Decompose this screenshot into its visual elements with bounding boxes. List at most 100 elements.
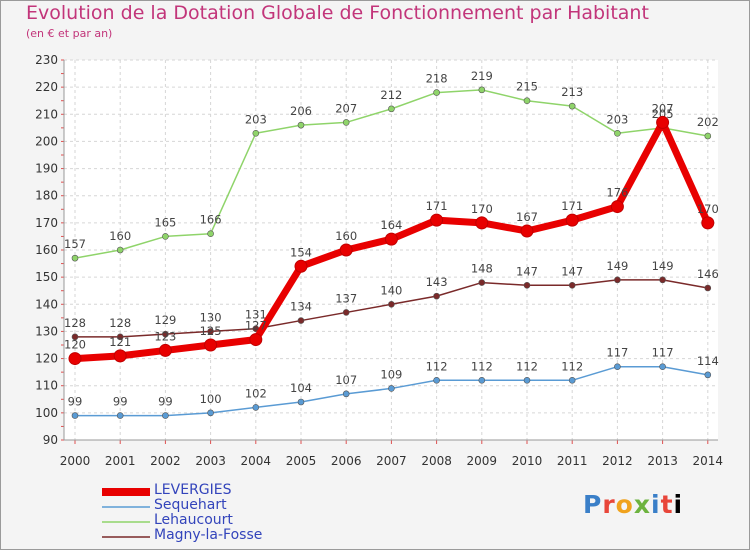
data-label: 157 [64,237,86,251]
y-tick-label: 130 [35,324,58,338]
data-point [704,132,712,140]
data-point [71,333,79,341]
y-tick-label: 220 [35,80,58,94]
data-point [207,409,214,417]
data-point [71,254,79,262]
data-point [568,102,576,110]
data-point [704,284,712,292]
data-point [659,363,666,371]
data-point [568,281,576,289]
data-point [342,390,350,398]
data-point [162,233,169,240]
data-label: 137 [335,291,357,305]
data-label: 112 [561,359,583,373]
x-tick-label: 2007 [376,454,407,468]
data-label: 147 [561,264,583,278]
data-point [475,216,489,230]
y-tick-label: 160 [35,243,58,257]
data-label: 149 [652,259,674,273]
y-tick-label: 230 [35,53,58,67]
data-label: 112 [471,359,493,373]
data-point [433,376,440,384]
data-label: 100 [200,392,222,406]
data-label: 117 [606,346,628,360]
data-point [342,119,350,126]
data-point [388,300,395,308]
data-point [384,232,398,246]
data-label: 120 [64,338,86,352]
data-point [162,412,169,419]
x-tick-label: 2002 [150,454,181,468]
data-label: 127 [245,319,267,333]
data-point [614,129,621,137]
data-label: 121 [109,335,131,349]
data-label: 134 [290,300,312,314]
x-tick-label: 2005 [286,454,317,468]
x-tick-label: 2014 [693,454,724,468]
data-label: 125 [200,324,222,338]
chart-subtitle: (en € et par an) [26,27,113,40]
y-tick-label: 100 [35,406,58,420]
data-point [252,129,260,137]
data-label: 154 [290,245,312,259]
data-label: 160 [109,229,131,243]
data-label: 130 [200,310,222,324]
data-label: 107 [335,373,357,387]
data-point [433,89,440,96]
data-point [204,338,218,352]
y-tick-label: 200 [35,134,58,148]
logo-letter: o [615,490,634,519]
logo-letter: i [651,490,661,519]
data-point [71,412,79,419]
x-tick-label: 2008 [421,454,452,468]
x-tick-label: 2012 [602,454,633,468]
logo-letter: t [660,490,674,519]
data-point [297,121,305,129]
x-tick-label: 2003 [195,454,226,468]
data-point [659,276,666,284]
data-label: 99 [113,395,128,409]
data-point [158,343,172,357]
data-point [294,259,308,273]
data-label: 102 [245,386,267,400]
y-tick-label: 190 [35,162,58,176]
data-point [565,213,579,227]
data-point [656,115,670,129]
x-tick-label: 2004 [241,454,272,468]
data-point [478,279,486,286]
data-label: 114 [697,354,719,368]
data-point [520,224,534,238]
data-label: 109 [380,367,402,381]
data-point [249,333,263,347]
data-point [116,246,124,254]
data-point [478,86,486,94]
legend-label: Lehaucourt [154,512,233,528]
data-point [568,376,576,384]
data-label: 202 [697,115,719,129]
data-label: 140 [380,283,402,297]
data-point [207,328,214,335]
data-point [342,309,350,316]
data-label: 171 [426,199,448,213]
data-point [116,333,124,341]
data-label: 207 [652,101,674,115]
y-tick-label: 120 [35,352,58,366]
data-label: 170 [697,202,719,216]
data-point [610,200,624,214]
data-label: 164 [380,218,402,232]
data-label: 205 [652,107,674,121]
data-point [614,276,621,284]
data-label: 143 [426,275,448,289]
data-label: 218 [426,72,448,86]
x-tick-label: 2013 [647,454,678,468]
data-label: 219 [471,69,493,83]
logo-letter: r [602,490,616,519]
data-label: 207 [335,101,357,115]
data-label: 170 [471,202,493,216]
data-point [478,376,486,384]
legend-label: Magny-la-Fosse [154,527,263,543]
data-point [297,398,305,406]
data-point [388,105,395,113]
data-label: 146 [697,267,719,281]
